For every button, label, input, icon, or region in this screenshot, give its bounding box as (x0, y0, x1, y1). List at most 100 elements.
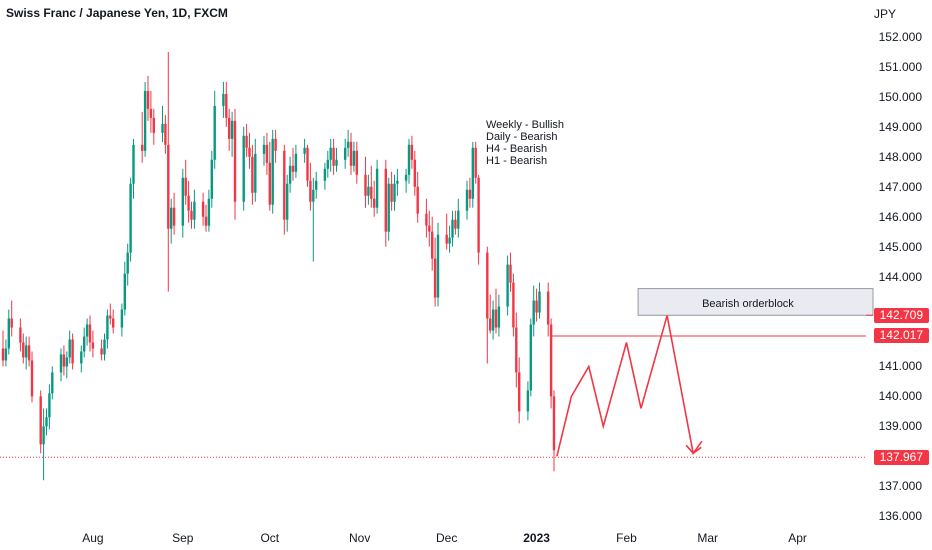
x-tick-label: Dec (436, 531, 458, 545)
candle-body (242, 135, 245, 202)
candle-body (251, 156, 254, 193)
chart-title: Swiss Franc / Japanese Yen, 1D, FXCM (6, 6, 228, 20)
note-line-h1: H1 - Bearish (486, 155, 548, 167)
candle-body (210, 159, 213, 199)
y-tick-label: 141.000 (878, 359, 922, 374)
candle-body (39, 396, 42, 445)
candle-body (254, 153, 257, 193)
candle-body (532, 300, 535, 325)
candle-body (547, 291, 550, 325)
x-tick-label: Aug (82, 531, 104, 545)
y-tick-label: 148.000 (878, 149, 922, 164)
candle-body (187, 195, 190, 211)
candle-body (413, 159, 416, 187)
y-tick-label: 136.000 (878, 509, 922, 524)
note-line-daily: Daily - Bearish (486, 131, 558, 143)
note-line-weekly: Weekly - Bullish (486, 119, 565, 131)
candle-body (19, 327, 22, 343)
candle-body (465, 189, 469, 211)
y-tick-label: 140.000 (878, 389, 922, 404)
candle-body (22, 342, 25, 358)
x-tick-label: Mar (697, 531, 719, 545)
projection-path (556, 315, 703, 457)
y-tick-label: 150.000 (878, 89, 922, 104)
candle-body (303, 147, 306, 154)
candle-body (228, 117, 231, 139)
candle-body (309, 180, 312, 202)
candle-body (346, 141, 350, 148)
candle-body (45, 417, 48, 427)
candle-body (349, 141, 353, 166)
candle-body (62, 354, 66, 367)
candle-body (387, 183, 390, 232)
candle-body (312, 189, 315, 202)
candle-body (323, 168, 327, 181)
candle-body (80, 351, 83, 364)
y-tick-label: 151.000 (878, 59, 922, 74)
candle-body (126, 252, 129, 274)
candle-body (288, 165, 292, 184)
currency-label: JPY (873, 7, 896, 21)
candle-body (529, 324, 532, 391)
candle-body (91, 342, 95, 349)
candle-body (352, 150, 356, 166)
candle-body (445, 234, 448, 244)
candle-body (225, 93, 228, 118)
orderblock-label: Bearish orderblock (702, 297, 794, 310)
candle-body (233, 120, 237, 202)
candle-body (494, 309, 498, 328)
candle-body (42, 426, 45, 445)
candle-body (497, 306, 501, 328)
candle-body (526, 390, 530, 412)
candle-body (506, 264, 509, 307)
candle-body (509, 264, 512, 283)
candle-body (85, 324, 89, 337)
candle-body (518, 372, 521, 412)
x-tick-label: Apr (788, 531, 807, 545)
candle-body (373, 198, 376, 208)
candle-body (549, 324, 553, 397)
candle-body (152, 117, 155, 133)
candle-body (103, 339, 106, 355)
candle-body (451, 219, 454, 238)
candle-body (230, 120, 234, 139)
candle-body (486, 252, 489, 319)
candle-body (416, 186, 419, 214)
candle-body (291, 165, 295, 172)
x-tick-label: Nov (349, 531, 371, 545)
candle-body (112, 318, 115, 328)
y-tick-label: 145.000 (878, 239, 922, 254)
candle-body (329, 147, 332, 160)
candle-body (274, 138, 277, 151)
candle-body (431, 231, 434, 259)
candle-body (68, 339, 71, 358)
candle-body (100, 348, 103, 355)
candles-layer (1, 51, 556, 481)
candle-body (201, 201, 205, 217)
candle-body (141, 144, 144, 151)
note-line-h4: H4 - Bearish (486, 143, 548, 155)
candle-body (207, 198, 211, 226)
candle-body (132, 144, 135, 184)
candle-body (222, 93, 225, 106)
candle-body (149, 108, 153, 118)
candle-body (172, 207, 176, 226)
candle-body (167, 144, 170, 229)
candle-body (410, 144, 414, 160)
candle-body (335, 159, 338, 166)
candle-body (143, 90, 147, 151)
candle-body (326, 159, 329, 169)
candle-body (384, 168, 387, 232)
candle-body (436, 234, 440, 298)
y-tick-label: 144.000 (878, 269, 922, 284)
y-tick-label: 149.000 (878, 119, 922, 134)
y-tick-label: 146.000 (878, 209, 922, 224)
candle-body (396, 180, 399, 184)
candle-body (457, 210, 460, 229)
x-tick-label: 2023 (523, 531, 550, 545)
candle-body (393, 183, 396, 202)
candle-body (71, 339, 74, 364)
candle-body (344, 147, 347, 160)
candle-body (425, 213, 428, 226)
